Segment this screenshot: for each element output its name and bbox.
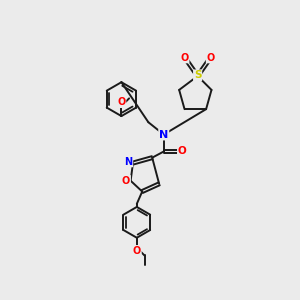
Text: N: N [124, 157, 132, 166]
Text: O: O [207, 52, 215, 63]
Text: S: S [194, 70, 201, 80]
Text: O: O [178, 146, 187, 157]
Text: O: O [117, 97, 125, 107]
Text: O: O [122, 176, 130, 186]
Text: O: O [180, 52, 189, 63]
Text: N: N [159, 130, 168, 140]
Text: O: O [133, 246, 141, 256]
